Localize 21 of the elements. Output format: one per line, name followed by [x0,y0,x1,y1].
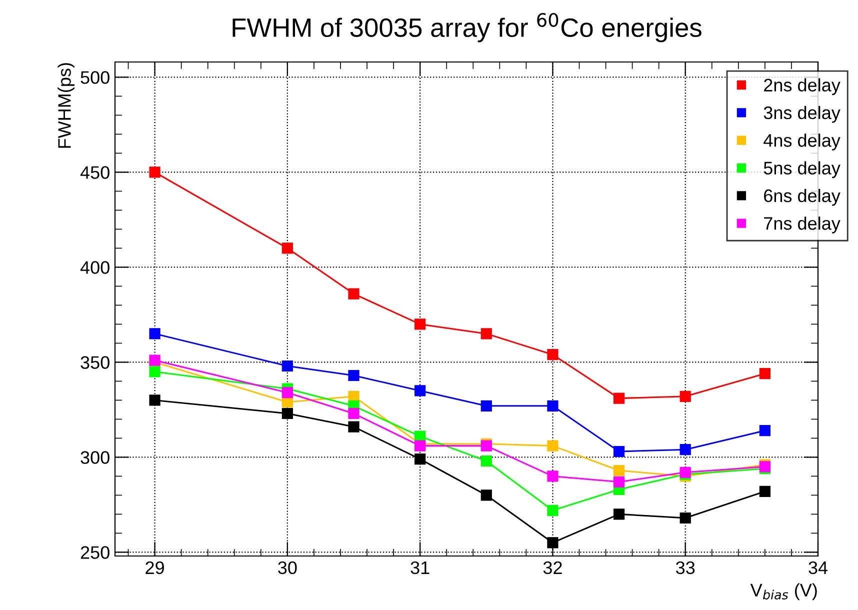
legend-label: 4ns delay [764,134,840,150]
x-axis-title: V$_{bias}$ (V) [750,583,817,600]
legend-label: 3ns delay [764,106,840,123]
x-tick-label: 32 [543,561,562,574]
x-tick-label: 30 [278,561,297,574]
y-tick-label: 500 [80,71,110,84]
y-axis-title: FWHM(ps) [58,63,74,148]
x-tick-label: 33 [676,561,695,574]
y-tick-label: 400 [80,261,110,274]
y-tick-label: 450 [80,166,110,179]
y-tick-label: 350 [80,356,110,369]
x-tick-label: 31 [410,561,430,574]
chart-title: FWHM of 30035 array for $^{60}$Co energies [232,12,702,42]
legend-label: 7ns delay [764,216,840,234]
legend-label: 2ns delay [764,78,840,96]
legend-label: 5ns delay [764,161,840,178]
y-tick-label: 300 [80,451,110,464]
x-tick-label: 29 [146,561,164,574]
x-tick-label: 34 [808,561,828,574]
y-tick-label: 250 [80,546,110,559]
legend-label: 6ns delay [764,188,840,206]
